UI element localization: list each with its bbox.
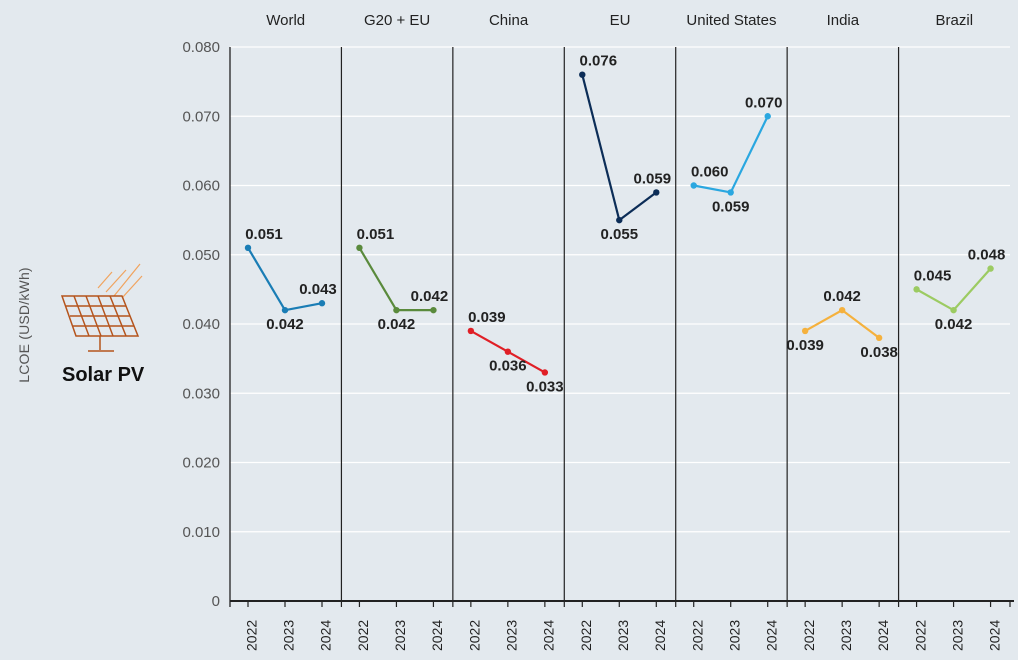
data-point <box>393 306 400 314</box>
data-label: 0.059 <box>634 170 672 187</box>
data-point <box>430 306 437 314</box>
panel-title: India <box>827 12 860 29</box>
data-label: 0.055 <box>601 226 639 243</box>
y-tick-label: 0.080 <box>182 39 220 56</box>
x-tick-label: 2022 <box>244 620 260 651</box>
data-point <box>356 244 363 252</box>
x-tick-label: 2022 <box>467 620 483 651</box>
panel-title: World <box>266 12 305 29</box>
data-point <box>987 265 994 272</box>
data-label: 0.043 <box>299 281 337 298</box>
series-line <box>581 74 657 222</box>
data-label: 0.039 <box>786 337 824 354</box>
x-tick-label: 2023 <box>281 620 297 651</box>
data-point <box>281 306 289 314</box>
data-point <box>541 369 549 376</box>
data-point <box>801 327 809 335</box>
data-label: 0.051 <box>357 226 395 243</box>
x-tick-label: 2023 <box>504 620 520 651</box>
x-tick-label: 2024 <box>875 620 891 651</box>
data-label: 0.033 <box>526 378 564 395</box>
data-point <box>913 286 920 293</box>
y-tick-label: 0 <box>212 593 220 610</box>
data-point <box>504 348 512 355</box>
data-label: 0.042 <box>935 316 973 333</box>
y-tick-label: 0.060 <box>182 178 220 195</box>
data-point <box>579 71 586 78</box>
data-label: 0.045 <box>914 267 952 284</box>
x-tick-label: 2024 <box>986 620 1002 651</box>
data-label: 0.076 <box>580 53 618 70</box>
data-label: 0.042 <box>378 316 416 333</box>
data-point <box>653 189 660 196</box>
panel-title: United States <box>686 12 776 29</box>
y-tick-label: 0.030 <box>182 385 220 402</box>
data-point <box>690 182 697 189</box>
x-tick-label: 2022 <box>578 620 594 651</box>
x-tick-label: 2024 <box>429 620 445 651</box>
x-tick-label: 2023 <box>726 620 742 651</box>
data-label: 0.042 <box>266 316 304 333</box>
x-tick-label: 2022 <box>689 620 705 651</box>
data-point <box>838 306 846 314</box>
y-tick-label: 0.050 <box>182 247 220 264</box>
data-point <box>950 306 957 314</box>
series-line <box>247 247 323 312</box>
y-tick-label: 0.010 <box>182 524 220 541</box>
data-label: 0.042 <box>823 288 861 305</box>
x-tick-label: 2024 <box>318 620 334 651</box>
panel-title: Brazil <box>936 12 974 29</box>
data-label: 0.039 <box>468 309 506 326</box>
solar-panel-icon <box>60 263 143 352</box>
panel-title: EU <box>610 12 631 29</box>
y-tick-label: 0.040 <box>182 316 220 333</box>
y-tick-label: 0.070 <box>182 108 220 125</box>
x-tick-label: 2022 <box>801 620 817 651</box>
x-tick-label: 2023 <box>949 620 965 651</box>
data-label: 0.059 <box>712 198 750 215</box>
data-label: 0.070 <box>745 94 783 111</box>
technology-label: Solar PV <box>62 364 145 386</box>
x-tick-label: 2022 <box>912 620 928 651</box>
x-tick-label: 2024 <box>541 620 557 651</box>
x-tick-label: 2023 <box>838 620 854 651</box>
series-line <box>693 115 769 194</box>
x-tick-label: 2024 <box>763 620 779 651</box>
data-label: 0.042 <box>411 288 449 305</box>
data-label: 0.036 <box>489 358 527 375</box>
data-point <box>318 300 326 307</box>
x-tick-label: 2024 <box>652 620 668 651</box>
data-label: 0.038 <box>860 344 898 361</box>
x-tick-label: 2022 <box>355 620 371 651</box>
x-tick-label: 2023 <box>615 620 631 651</box>
data-point <box>764 113 771 120</box>
data-point <box>727 189 734 196</box>
data-point <box>616 216 623 224</box>
data-point <box>467 327 475 335</box>
data-point <box>875 334 883 342</box>
panel-title: G20 + EU <box>364 12 430 29</box>
data-label: 0.051 <box>245 226 283 243</box>
panel-title: China <box>489 12 529 29</box>
y-tick-label: 0.020 <box>182 455 220 472</box>
data-label: 0.048 <box>968 247 1006 264</box>
data-point <box>244 244 252 252</box>
data-label: 0.060 <box>691 164 729 181</box>
x-tick-label: 2023 <box>392 620 408 651</box>
